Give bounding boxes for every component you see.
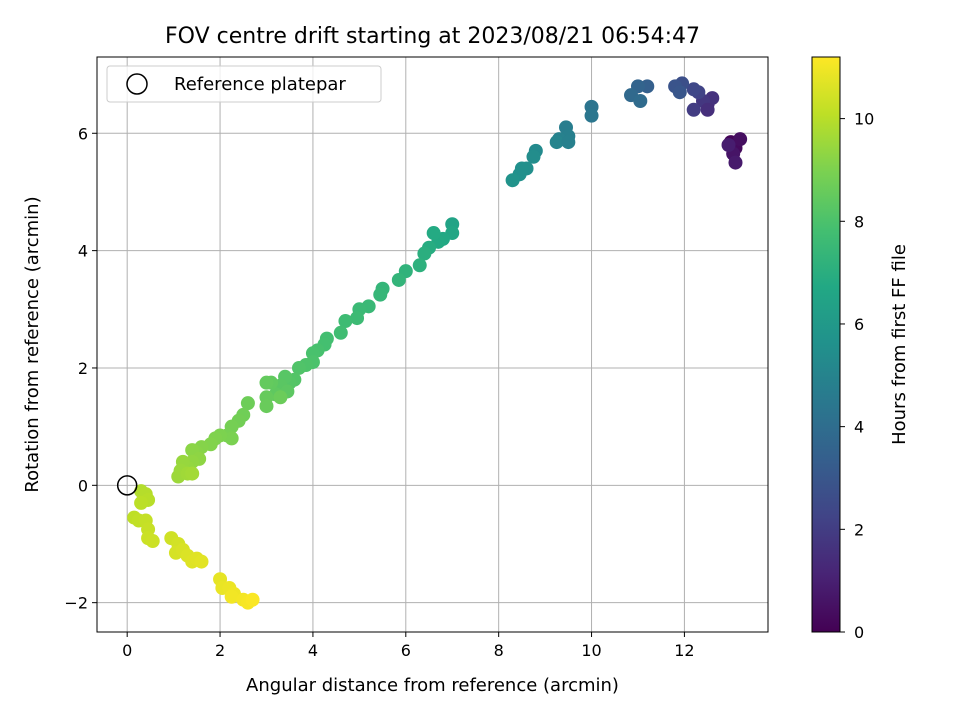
colorbar-tick-label: 10 [854,110,874,129]
data-point [686,102,701,117]
x-tick-label: 8 [494,641,504,660]
data-point [373,287,388,302]
data-point [633,94,648,109]
data-point [333,325,348,340]
data-point [259,375,274,390]
data-point [240,396,255,411]
data-point [721,138,736,153]
colorbar-label: Hours from first FF file [889,244,910,445]
data-point [733,132,748,147]
data-point [145,534,160,549]
x-tick-label: 4 [308,641,318,660]
data-point [526,149,541,164]
data-point [391,272,406,287]
data-point [338,314,353,329]
data-point [412,258,427,273]
y-tick-label: −2 [64,594,88,613]
colorbar-ticks: 0 2 4 6 8 10 [840,110,874,642]
reference-platepar-marker [116,475,138,496]
data-point [561,135,576,150]
colorbar-tick-label: 0 [854,623,864,642]
colorbar-tick-label: 8 [854,212,864,231]
data-point [350,311,365,326]
legend-box [106,65,382,103]
y-tick-label: 2 [78,359,88,378]
data-point [505,173,520,188]
data-point [273,390,288,405]
data-point [514,161,529,176]
x-tick-label: 12 [674,641,694,660]
data-point [686,82,701,97]
legend-entry-label: Reference platepar [174,74,346,95]
data-point [291,360,306,375]
data-point [259,399,274,414]
y-tick-label: 0 [78,476,88,495]
x-tick-label: 2 [215,641,225,660]
data-point [426,226,441,241]
data-point [672,85,687,100]
chart-title: FOV centre drift starting at 2023/08/21 … [165,24,700,49]
x-tick-label: 6 [401,641,411,660]
y-tick-label: 4 [78,242,88,261]
data-point [700,102,715,117]
plot-frame [96,56,769,633]
colorbar-tick-label: 6 [854,315,864,334]
colorbar-tick-label: 4 [854,418,864,437]
data-point [185,466,200,481]
legend-marker-circle [126,73,148,95]
legend: Reference platepar [106,65,382,103]
data-point [194,554,209,569]
data-point [224,431,239,446]
x-axis-label: Angular distance from reference (arcmin) [246,675,619,696]
colorbar-gradient [811,56,841,633]
data-point [134,495,149,510]
data-point [549,135,564,150]
colorbar: 0 2 4 6 8 10 Hours from first FF file [811,56,910,642]
grid [97,57,768,632]
data-points [116,76,748,610]
data-point [417,246,432,261]
axis-ticks: 0 2 4 6 8 10 12 −2 0 2 4 6 [64,124,694,660]
colorbar-tick-label: 2 [854,520,864,539]
y-tick-label: 6 [78,124,88,143]
y-axis-label: Rotation from reference (arcmin) [22,196,43,492]
x-tick-label: 0 [122,641,132,660]
data-point [584,108,599,123]
data-point [728,155,743,170]
data-point [224,589,239,604]
data-point [245,592,260,607]
x-tick-label: 10 [581,641,601,660]
